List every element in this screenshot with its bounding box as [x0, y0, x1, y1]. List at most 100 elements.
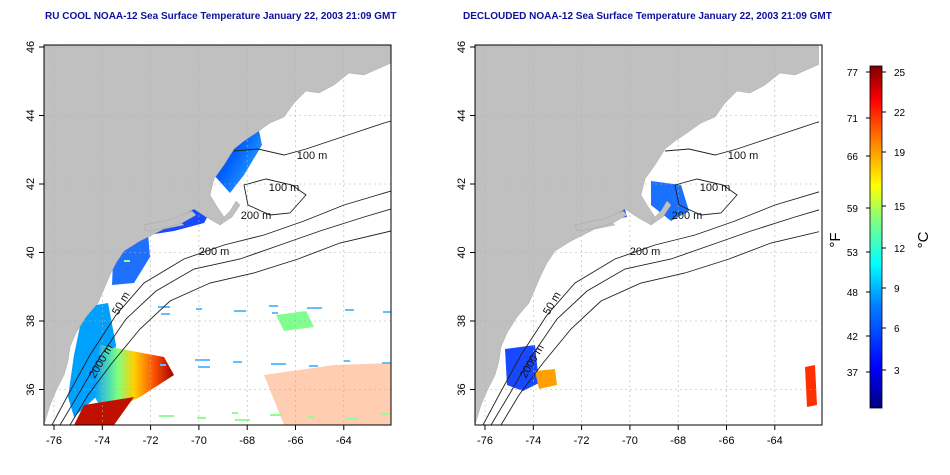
y-tick-label: 38	[456, 315, 468, 327]
f-tick-label: 48	[847, 288, 859, 299]
x-tick-label: -70	[191, 435, 207, 447]
sst-speckle	[235, 419, 250, 421]
x-tick-label: -64	[767, 435, 783, 447]
c-tick-label: 9	[894, 284, 900, 295]
f-tick-label: 42	[847, 332, 859, 343]
f-tick-label: 71	[847, 114, 859, 125]
y-tick-label: 38	[25, 315, 37, 327]
isobath-3	[233, 120, 391, 156]
sst-speckle	[270, 414, 282, 416]
sst-speckle	[124, 260, 130, 262]
sst-speckle	[195, 359, 210, 361]
isobath-georges-bank	[674, 178, 738, 216]
x-tick-label: -68	[670, 435, 686, 447]
sst-speckle	[271, 363, 286, 365]
contour-label: 100 m	[269, 182, 300, 194]
coastline-us	[44, 45, 391, 425]
contour-label: 100 m	[728, 150, 759, 162]
unit-fahrenheit: °F	[827, 232, 844, 247]
unit-celsius: °C	[915, 231, 932, 248]
sst-speckle	[344, 360, 350, 362]
y-tick-label: 36	[456, 383, 468, 395]
long-island	[143, 210, 197, 232]
y-tick-label: 42	[25, 178, 37, 190]
colorbar: 77 71 66 59 53 48 42 37 25 22 19 15 12 9 6 3 °F °C	[827, 65, 932, 409]
c-tick-label: 3	[894, 366, 900, 377]
y-tick-label: 46	[456, 41, 468, 53]
x-tick-label: -66	[288, 435, 304, 447]
contour-label: 100 m	[700, 182, 731, 194]
y-tick-label: 36	[25, 383, 37, 395]
sst-speckle	[159, 415, 174, 417]
contour-label: 200 m	[241, 210, 272, 222]
x-tick-label: -76	[477, 435, 493, 447]
colorbar-gradient	[869, 65, 883, 409]
x-tick-label: -66	[719, 435, 735, 447]
c-tick-label: 6	[894, 324, 900, 335]
y-tick-label: 44	[456, 109, 468, 121]
sst-speckle	[161, 313, 170, 315]
bathymetry-contours	[51, 120, 391, 425]
c-tick-label: 19	[894, 148, 906, 159]
contour-label: 200 m	[630, 246, 661, 258]
sst-patch-gulf-stream	[535, 369, 557, 389]
sst-patch-warm-core	[74, 397, 134, 425]
sst-speckle	[382, 362, 391, 364]
f-tick-label: 37	[847, 368, 859, 379]
x-tick-label: -74	[525, 435, 541, 447]
sst-speckle	[198, 366, 210, 368]
sst-speckle	[197, 417, 206, 419]
sst-patch-chesapeake	[68, 303, 116, 417]
cape-cod	[219, 200, 241, 226]
sst-speckle	[381, 413, 390, 415]
y-tick-label: 46	[25, 41, 37, 53]
y-tick-label: 44	[25, 109, 37, 121]
x-tick-label: -64	[336, 435, 352, 447]
f-tick-label: 59	[847, 204, 859, 215]
isobath-2	[69, 230, 391, 425]
f-tick-label: 77	[847, 68, 859, 79]
sst-patch-gulf-stream	[94, 345, 174, 415]
x-tick-label: -70	[622, 435, 638, 447]
isobath-1	[59, 208, 391, 425]
contour-label: 200 m	[199, 246, 230, 258]
sst-speckle	[233, 361, 242, 363]
y-tick-label: 40	[456, 246, 468, 258]
sst-speckle	[309, 365, 318, 367]
sst-speckle	[346, 418, 358, 420]
coastline-us	[475, 45, 819, 425]
land	[475, 45, 819, 425]
x-tick-label: -68	[239, 435, 255, 447]
c-tick-label: 12	[894, 244, 906, 255]
sst-speckle	[345, 309, 354, 311]
sst-speckle	[269, 305, 278, 307]
panel-title-right: DECLOUDED NOAA-12 Sea Surface Temperatur…	[463, 11, 832, 22]
sst-speckle	[383, 311, 391, 313]
contour-label: 100 m	[297, 150, 328, 162]
sst-patch-southeast	[264, 363, 391, 425]
bathymetry-contours	[482, 121, 819, 425]
sst-patch-southeast	[805, 365, 817, 407]
x-tick-label: -74	[94, 435, 110, 447]
contour-label: 200 m	[672, 210, 703, 222]
f-tick-label: 53	[847, 248, 859, 259]
map-frame	[43, 44, 392, 426]
x-tick-label: -72	[143, 435, 159, 447]
isobath-2	[500, 231, 819, 425]
f-tick-label: 66	[847, 152, 859, 163]
gridlines	[475, 45, 819, 425]
isobath-georges-bank	[243, 178, 307, 216]
sst-patch-georges-bank	[651, 181, 689, 221]
land	[44, 45, 391, 425]
sst-speckle	[272, 312, 278, 314]
sst-speckle	[160, 364, 166, 366]
sst-speckle	[196, 308, 202, 310]
panel-title-left: RU COOL NOAA-12 Sea Surface Temperature …	[45, 11, 397, 22]
c-tick-label: 22	[894, 108, 906, 119]
c-tick-label: 25	[894, 68, 906, 79]
gridlines	[44, 45, 391, 425]
sst-speckle	[234, 310, 246, 312]
